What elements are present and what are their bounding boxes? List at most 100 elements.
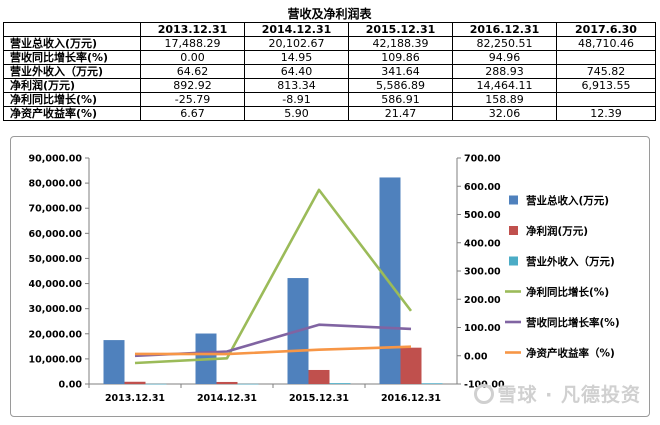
right-axis-tick-label: 0.00 — [464, 351, 488, 362]
table-cell: 32.06 — [452, 106, 557, 121]
category-label: 2013.12.31 — [105, 393, 165, 404]
bar — [216, 381, 238, 384]
series-line — [134, 188, 413, 365]
row-label: 营业总收入(万元) — [3, 36, 141, 51]
row-label: 净利同比增长(%) — [3, 92, 141, 107]
table-cell: 5,586.89 — [348, 78, 453, 93]
table-cell: 158.89 — [452, 92, 557, 107]
header-cell: 2016.12.31 — [452, 22, 557, 37]
table-cell: 42,188.39 — [348, 36, 453, 51]
table-cell: 6.67 — [140, 106, 245, 121]
bar — [308, 369, 330, 384]
bar — [400, 347, 422, 384]
left-axis-tick-label: 20,000.00 — [29, 329, 83, 340]
row-label: 净利润(万元) — [3, 78, 141, 93]
bar — [237, 383, 259, 385]
watermark-text: 雪球 · 凡德投资 — [497, 384, 641, 406]
category-label: 2016.12.31 — [381, 393, 441, 404]
watermark: 雪球 · 凡德投资 — [473, 380, 641, 407]
header-cell: 2013.12.31 — [140, 22, 245, 37]
left-axis-tick-label: 60,000.00 — [29, 229, 83, 240]
table-cell: 892.92 — [140, 78, 245, 93]
table-cell: 5.90 — [244, 106, 349, 121]
legend-label: 营业总收入(万元) — [526, 194, 609, 207]
legend-swatch — [509, 256, 518, 266]
table-cell: 64.40 — [244, 64, 349, 79]
table-cell: 813.34 — [244, 78, 349, 93]
table-cell: -25.79 — [140, 92, 245, 107]
left-axis-tick-label: 90,000.00 — [29, 154, 83, 165]
table-row: 营业总收入(万元) 17,488.29 20,102.67 42,188.39 … — [3, 36, 657, 51]
series-line — [134, 345, 412, 356]
table-cell: 745.82 — [555, 64, 657, 79]
category-label: 2015.12.31 — [289, 393, 349, 404]
legend-label: 净利润(万元) — [526, 225, 588, 238]
right-axis-tick-label: 500.00 — [464, 210, 501, 221]
table-cell: 288.93 — [452, 64, 557, 79]
table-cell — [555, 50, 657, 65]
header-cell: 2015.12.31 — [348, 22, 453, 37]
table-cell: 20,102.67 — [244, 36, 349, 51]
bar — [379, 177, 401, 384]
left-axis-tick-label: 30,000.00 — [29, 304, 83, 315]
table-cell: 17,488.29 — [140, 36, 245, 51]
table-cell: 48,710.46 — [555, 36, 657, 51]
row-label: 净资产收益率(%) — [3, 106, 141, 121]
right-axis-tick-label: 600.00 — [464, 182, 501, 193]
table-row: 营业外收入（万元) 64.62 64.40 341.64 288.93 745.… — [3, 64, 657, 79]
table-cell: 109.86 — [348, 50, 453, 65]
table-cell: -8.91 — [244, 92, 349, 107]
table-cell: 14.95 — [244, 50, 349, 65]
left-axis-tick-label: 80,000.00 — [29, 179, 83, 190]
header-cell: 2014.12.31 — [244, 22, 349, 37]
left-axis-tick-label: 70,000.00 — [29, 204, 83, 215]
chart-frame: 0.00 10,000.00 20,000.00 30,000.00 40,000.00… — [10, 136, 650, 417]
left-axis-tick-label: 0.00 — [59, 380, 83, 391]
row-label: 营收同比增长率(%) — [3, 50, 141, 65]
table-cell: 82,250.51 — [452, 36, 557, 51]
table-cell: 21.47 — [348, 106, 453, 121]
table-cell — [555, 92, 657, 107]
bar — [103, 340, 125, 384]
table-title-row: 营收及净利润表 — [4, 5, 656, 23]
legend-label: 净利同比增长(%) — [526, 286, 609, 299]
right-axis-tick-label: 200.00 — [464, 295, 501, 306]
bar — [329, 383, 351, 384]
revenue-profit-table: 营收及净利润表 2013.12.31 2014.12.31 2015.12.31… — [3, 5, 657, 121]
table-cell: 94.96 — [452, 50, 557, 65]
right-axis-tick-label: 700.00 — [464, 154, 501, 165]
bar — [145, 383, 167, 385]
table-cell: 0.00 — [140, 50, 245, 65]
header-cell: 2017.6.30 — [555, 22, 657, 37]
table-header-row: 2013.12.31 2014.12.31 2015.12.31 2016.12… — [3, 22, 657, 37]
table-cell: 341.64 — [348, 64, 453, 79]
table-row: 净资产收益率(%) 6.67 5.90 21.47 32.06 12.39 — [3, 106, 657, 121]
right-axis-tick-label: 100.00 — [464, 323, 501, 334]
right-axis-tick-label: 300.00 — [464, 267, 501, 278]
combo-chart: 0.00 10,000.00 20,000.00 30,000.00 40,000.00… — [29, 154, 620, 405]
left-axis-tick-label: 50,000.00 — [29, 254, 83, 265]
legend-swatch — [509, 226, 518, 235]
legend-label: 营业外收入（万元) — [526, 255, 615, 268]
table-cell: 12.39 — [555, 106, 657, 121]
category-label: 2014.12.31 — [197, 393, 257, 404]
table-row: 营收同比增长率(%) 0.00 14.95 109.86 94.96 — [3, 50, 657, 65]
table-row: 净利同比增长(%) -25.79 -8.91 586.91 158.89 — [3, 92, 657, 107]
table-cell: 586.91 — [348, 92, 453, 107]
header-cell — [3, 22, 141, 37]
table-cell: 64.62 — [140, 64, 245, 79]
table-title: 营收及净利润表 — [287, 6, 372, 21]
row-label: 营业外收入（万元) — [3, 64, 141, 79]
left-axis-tick-label: 10,000.00 — [29, 354, 83, 365]
legend-label: 净资产收益率（%) — [526, 347, 615, 360]
legend-label: 营收同比增长率(%) — [526, 316, 620, 329]
legend-swatch — [509, 195, 518, 205]
snowball-logo-icon — [473, 384, 494, 404]
table-cell: 14,464.11 — [452, 78, 557, 93]
right-axis-tick-label: 400.00 — [464, 238, 501, 249]
bar — [124, 381, 146, 384]
table-cell: 6,913.55 — [555, 78, 657, 93]
table-row: 净利润(万元) 892.92 813.34 5,586.89 14,464.11… — [3, 78, 657, 93]
left-axis-tick-label: 40,000.00 — [29, 279, 83, 290]
bar — [421, 383, 443, 384]
